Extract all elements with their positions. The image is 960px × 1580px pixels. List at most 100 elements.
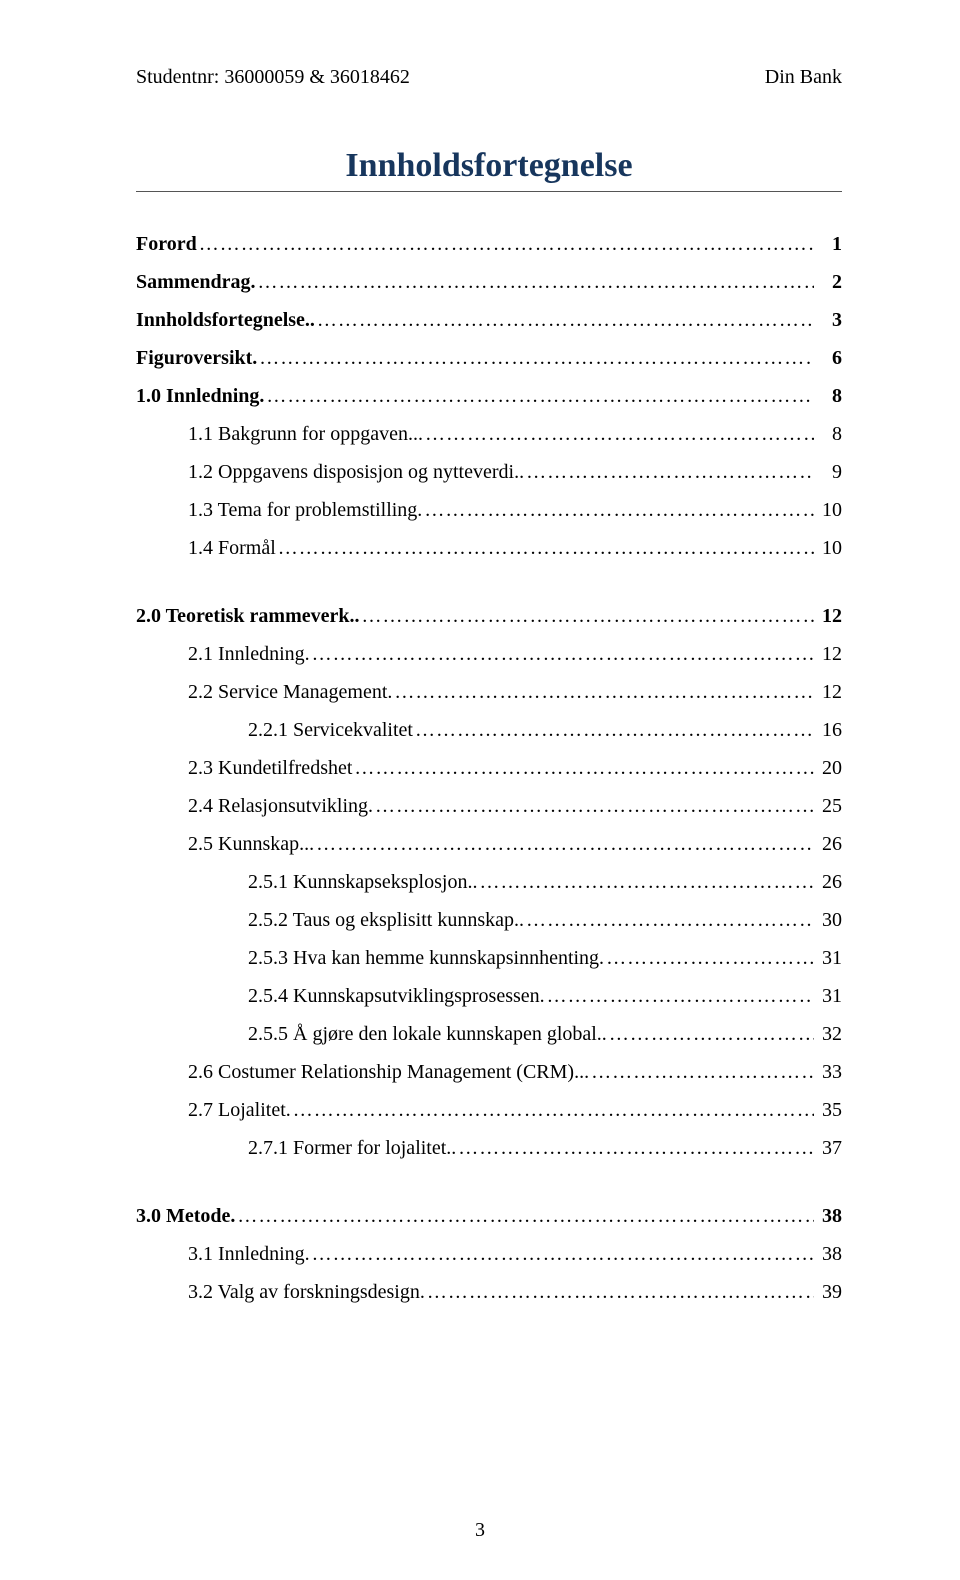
toc-page: 10 <box>814 538 842 558</box>
toc-label: 2.7.1 Former for lojalitet.. <box>136 1138 456 1158</box>
toc-label: 1.4 Formål <box>136 538 276 558</box>
toc-line: 2.6 Costumer Relationship Management (CR… <box>136 1062 842 1082</box>
toc-label: Sammendrag. <box>136 272 255 292</box>
toc-line: Figuroversikt. 6 <box>136 348 842 368</box>
toc-line: 2.3 Kundetilfredshet20 <box>136 758 842 778</box>
toc-line: 2.4 Relasjonsutvikling. 25 <box>136 796 842 816</box>
toc-line: 2.5.3 Hva kan hemme kunnskapsinnhenting.… <box>136 948 842 968</box>
toc-page: 25 <box>814 796 842 816</box>
toc-dots <box>413 720 814 740</box>
toc-line: 2.2 Service Management. 12 <box>136 682 842 702</box>
toc-label: Innholdsfortegnelse.. <box>136 310 315 330</box>
toc-dots <box>360 606 815 626</box>
toc-line: 3.0 Metode.38 <box>136 1206 842 1226</box>
toc-dots <box>276 538 814 558</box>
toc-line: 1.0 Innledning. 8 <box>136 386 842 406</box>
toc-line: Forord 1 <box>136 234 842 254</box>
toc-line: 2.1 Innledning.12 <box>136 644 842 664</box>
toc-page: 38 <box>814 1244 842 1264</box>
toc-label: 2.5.3 Hva kan hemme kunnskapsinnhenting. <box>136 948 604 968</box>
toc-line: 1.1 Bakgrunn for oppgaven... 8 <box>136 424 842 444</box>
toc-label: 2.5.2 Taus og eksplisitt kunnskap.. <box>136 910 524 930</box>
page-number: 3 <box>0 1519 960 1542</box>
toc-line: 1.2 Oppgavens disposisjon og nytteverdi.… <box>136 462 842 482</box>
toc-line: 2.2.1 Servicekvalitet 16 <box>136 720 842 740</box>
toc-page: 6 <box>814 348 842 368</box>
toc-label: 1.3 Tema for problemstilling. <box>136 500 422 520</box>
toc-dots <box>235 1206 814 1226</box>
toc-label: 1.0 Innledning. <box>136 386 264 406</box>
toc-dots <box>392 682 814 702</box>
toc-dots <box>255 272 814 292</box>
toc-label: Forord <box>136 234 197 254</box>
section-gap <box>136 576 842 606</box>
header-left: Studentnr: 36000059 & 36018462 <box>136 66 410 89</box>
toc-line: Innholdsfortegnelse..3 <box>136 310 842 330</box>
toc-page: 12 <box>814 682 842 702</box>
toc-label: 3.2 Valg av forskningsdesign. <box>136 1282 425 1302</box>
toc-dots <box>477 872 814 892</box>
toc-label: 1.1 Bakgrunn for oppgaven... <box>136 424 423 444</box>
toc-dots <box>422 500 814 520</box>
toc-label: 2.5.1 Kunnskapseksplosjon.. <box>136 872 477 892</box>
toc-line: 2.5.5 Å gjøre den lokale kunnskapen glob… <box>136 1024 842 1044</box>
toc-page: 37 <box>814 1138 842 1158</box>
toc-dots <box>264 386 814 406</box>
toc-dots <box>352 758 814 778</box>
toc-title: Innholdsfortegnelse <box>136 147 842 185</box>
page-header: Studentnr: 36000059 & 36018462 Din Bank <box>136 66 842 89</box>
toc-page: 8 <box>814 424 842 444</box>
toc-label: 2.2.1 Servicekvalitet <box>136 720 413 740</box>
toc-page: 2 <box>814 272 842 292</box>
toc-line: 2.7.1 Former for lojalitet.. 37 <box>136 1138 842 1158</box>
toc-line: 2.5.1 Kunnskapseksplosjon.. 26 <box>136 872 842 892</box>
toc-label: 2.5.5 Å gjøre den lokale kunnskapen glob… <box>136 1024 607 1044</box>
toc-label: 3.1 Innledning. <box>136 1244 310 1264</box>
toc-line: 2.7 Lojalitet.35 <box>136 1100 842 1120</box>
toc-page: 33 <box>814 1062 842 1082</box>
title-underline <box>136 191 842 192</box>
toc-page: 10 <box>814 500 842 520</box>
toc-line: 1.3 Tema for problemstilling. 10 <box>136 500 842 520</box>
toc-dots <box>291 1100 814 1120</box>
toc-label: 3.0 Metode. <box>136 1206 235 1226</box>
toc-dots <box>257 348 814 368</box>
toc-label: 2.4 Relasjonsutvikling. <box>136 796 373 816</box>
toc-label: 2.2 Service Management. <box>136 682 392 702</box>
toc-page: 12 <box>814 606 842 626</box>
toc-page: 31 <box>814 986 842 1006</box>
toc-dots <box>373 796 814 816</box>
toc-dots <box>456 1138 814 1158</box>
toc-label: 1.2 Oppgavens disposisjon og nytteverdi.… <box>136 462 524 482</box>
toc-dots <box>315 310 814 330</box>
toc-page: 26 <box>814 872 842 892</box>
toc-line: 2.5.4 Kunnskapsutviklingsprosessen. 31 <box>136 986 842 1006</box>
toc-dots <box>425 1282 814 1302</box>
toc-page: 31 <box>814 948 842 968</box>
toc-label: 2.1 Innledning. <box>136 644 310 664</box>
toc-line: 1.4 Formål 10 <box>136 538 842 558</box>
toc-dots <box>607 1024 814 1044</box>
toc-dots <box>314 834 814 854</box>
toc-label: 2.5.4 Kunnskapsutviklingsprosessen. <box>136 986 545 1006</box>
toc-label: 2.3 Kundetilfredshet <box>136 758 352 778</box>
toc-dots <box>589 1062 814 1082</box>
toc-dots <box>197 234 814 254</box>
toc-page: 16 <box>814 720 842 740</box>
toc-dots <box>524 462 814 482</box>
toc-line: Sammendrag. 2 <box>136 272 842 292</box>
toc-label: Figuroversikt. <box>136 348 257 368</box>
toc-line: 3.2 Valg av forskningsdesign.39 <box>136 1282 842 1302</box>
toc-label: 2.5 Kunnskap... <box>136 834 314 854</box>
toc-line: 2.5 Kunnskap... 26 <box>136 834 842 854</box>
toc-page: 1 <box>814 234 842 254</box>
toc-page: 8 <box>814 386 842 406</box>
toc-page: 9 <box>814 462 842 482</box>
toc-dots <box>310 644 814 664</box>
toc-label: 2.6 Costumer Relationship Management (CR… <box>136 1062 589 1082</box>
toc-page: 32 <box>814 1024 842 1044</box>
toc-dots <box>423 424 814 444</box>
toc-line: 2.0 Teoretisk rammeverk..12 <box>136 606 842 626</box>
toc-page: 26 <box>814 834 842 854</box>
toc-page: 30 <box>814 910 842 930</box>
